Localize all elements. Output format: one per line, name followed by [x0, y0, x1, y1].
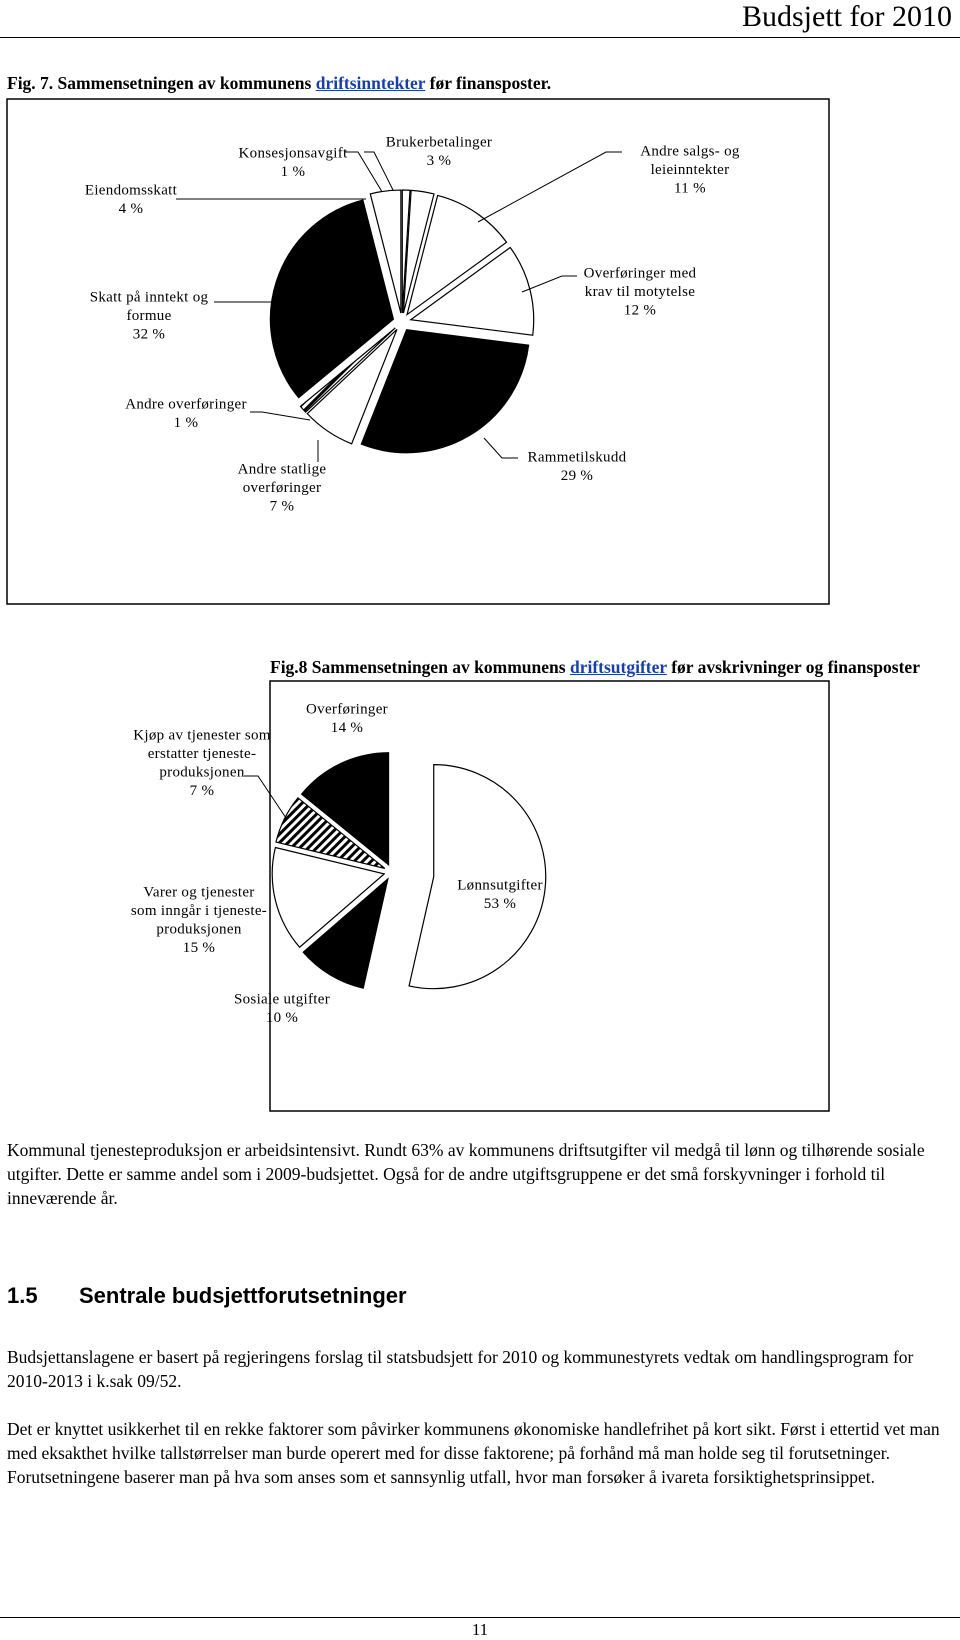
leader-line	[483, 437, 518, 459]
pie-slice	[402, 189, 435, 314]
slice-value-label: 7 %	[270, 498, 295, 514]
slice-label: Kjøp av tjenester som	[133, 727, 271, 743]
paragraph: Budsjettanslagene er basert på regjering…	[7, 1347, 914, 1391]
slice-label: som inngår i tjeneste-	[131, 903, 267, 919]
paragraph: Kommunal tjenesteproduksjon er arbeidsin…	[7, 1140, 925, 1208]
slice-label: produksjonen	[156, 921, 241, 937]
figure-frame	[6, 98, 830, 605]
slice-label: Andre salgs- og	[640, 143, 740, 159]
header-rule	[0, 37, 960, 38]
header-title: Budsjett for 2010	[742, 0, 952, 33]
slice-label: Brukerbetalinger	[386, 134, 492, 150]
slice-value-label: 7 %	[190, 783, 215, 799]
slice-label: produksjonen	[159, 764, 244, 780]
slice-value-label: 32 %	[133, 326, 165, 342]
leader-line	[477, 151, 622, 223]
slice-value-label: 4 %	[119, 201, 144, 217]
figure-caption: Fig. 7. Sammensetningen av kommunens dri…	[7, 73, 551, 94]
leader-line	[364, 151, 399, 201]
slice-value-label: 29 %	[561, 468, 593, 484]
slice-value-label: 3 %	[427, 153, 452, 169]
slice-label: erstatter tjeneste-	[148, 746, 257, 762]
pie-slice	[299, 327, 396, 413]
slice-value-label: 11 %	[674, 180, 706, 196]
slice-value-label: 1 %	[281, 164, 306, 180]
slice-value-label: 10 %	[266, 1010, 298, 1026]
pie-slice	[302, 877, 389, 989]
page-number: 11	[471, 1620, 489, 1639]
slice-label: overføringer	[243, 480, 322, 496]
leader-line	[345, 151, 388, 201]
caption-text: før finansposter.	[425, 73, 552, 93]
slice-label: Konsesjonsavgift	[239, 145, 348, 161]
slice-label: Overføringer med	[584, 265, 697, 281]
leader-line	[521, 275, 577, 293]
pie-slice	[360, 329, 530, 454]
slice-label: Andre statlige	[238, 461, 327, 477]
pie-slice	[275, 796, 386, 870]
caption-link[interactable]: driftsutgifter	[569, 657, 667, 677]
section-heading: 1.5 Sentrale budsjettforutsetninger	[7, 1283, 407, 1309]
slice-label: Varer og tjenester	[143, 884, 254, 900]
caption-link[interactable]: driftsinntekter	[315, 73, 426, 93]
pie-slice	[406, 194, 508, 317]
slice-value-label: 14 %	[331, 720, 363, 736]
caption-text: Fig.8 Sammensetningen av kommunens	[270, 657, 570, 677]
pie-slice	[306, 329, 398, 445]
pie-slice	[408, 764, 547, 990]
slice-label: Skatt på inntekt og	[90, 289, 209, 305]
leader-line	[244, 775, 287, 819]
section-title: Sentrale budsjettforutsetninger	[79, 1283, 407, 1308]
paragraph: Det er knyttet usikkerhet til en rekke f…	[7, 1419, 940, 1487]
pie-slice	[300, 752, 390, 867]
slice-label: formue	[126, 308, 171, 324]
caption-text: før avskrivninger og finansposter	[666, 657, 920, 677]
figure-frame	[269, 680, 830, 1112]
pie-slice	[401, 189, 411, 314]
pie-slice	[269, 199, 395, 399]
pie-slice	[369, 189, 402, 314]
slice-label: Eiendomsskatt	[85, 182, 178, 198]
footer-rule	[0, 1617, 960, 1618]
slice-label: leieinntekter	[651, 162, 730, 178]
leader-line	[250, 411, 311, 421]
pie-slice	[271, 846, 386, 949]
slice-value-label: 12 %	[624, 302, 656, 318]
slice-label: Overføringer	[306, 701, 388, 717]
caption-text: Fig. 7. Sammensetningen av kommunens	[7, 73, 316, 93]
section-number: 1.5	[7, 1283, 38, 1308]
slice-value-label: 53 %	[484, 896, 516, 912]
slice-label: krav til motytelse	[585, 284, 695, 300]
slice-value-label: 15 %	[183, 940, 215, 956]
figure-caption: Fig.8 Sammensetningen av kommunens drift…	[270, 657, 920, 678]
slice-label: Andre overføringer	[125, 396, 247, 412]
slice-label: Rammetilskudd	[528, 449, 627, 465]
slice-label: Sosiale utgifter	[234, 991, 330, 1007]
slice-label: Lønnsutgifter	[457, 877, 543, 893]
slice-value-label: 1 %	[174, 415, 199, 431]
